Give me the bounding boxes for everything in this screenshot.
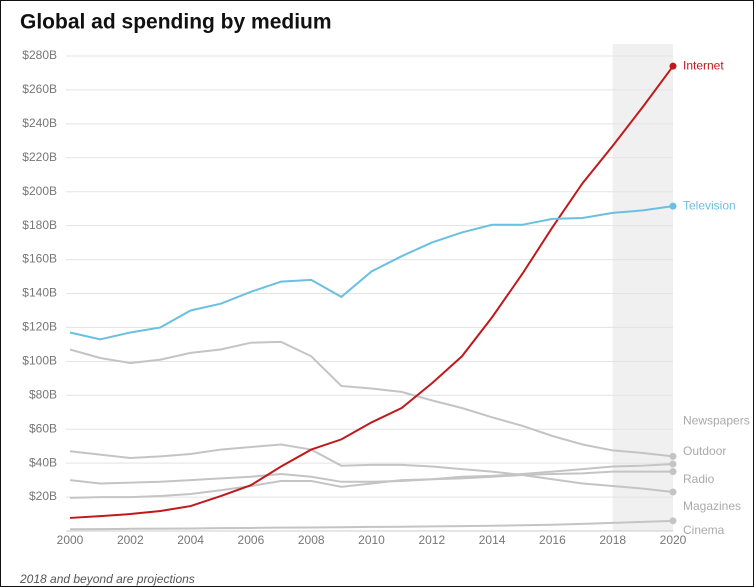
y-tick-label: $20B bbox=[29, 489, 57, 503]
end-point bbox=[669, 202, 677, 210]
series-label: Radio bbox=[683, 472, 715, 486]
y-tick-label: $100B bbox=[22, 354, 57, 368]
y-tick-label: $220B bbox=[22, 150, 57, 164]
y-tick-label: $180B bbox=[22, 218, 57, 232]
series-line bbox=[69, 462, 674, 499]
x-tick-label: 2002 bbox=[117, 533, 144, 547]
y-tick-label: $140B bbox=[22, 286, 57, 300]
series-line bbox=[69, 205, 674, 341]
series-label: Newspapers bbox=[683, 414, 750, 428]
x-tick-label: 2016 bbox=[539, 533, 566, 547]
x-tick-label: 2018 bbox=[599, 533, 626, 547]
series-line bbox=[69, 470, 673, 485]
end-point bbox=[669, 517, 677, 525]
series-line bbox=[69, 65, 674, 519]
background bbox=[66, 44, 674, 532]
y-tick-label: $80B bbox=[29, 387, 57, 401]
series-label: Internet bbox=[683, 58, 724, 72]
end-point bbox=[669, 468, 677, 476]
x-tick-label: 2010 bbox=[358, 533, 385, 547]
y-tick-label: $200B bbox=[22, 184, 57, 198]
y-tick-label: $120B bbox=[22, 320, 57, 334]
series-line bbox=[69, 340, 674, 458]
series-label: Outdoor bbox=[683, 444, 726, 458]
x-tick-label: 2020 bbox=[660, 533, 687, 547]
end-point bbox=[669, 62, 677, 70]
end-point bbox=[669, 488, 677, 496]
y-tick-label: $40B bbox=[29, 455, 57, 469]
chart-title: Global ad spending by medium bbox=[20, 11, 332, 34]
x-tick-label: 2008 bbox=[298, 533, 325, 547]
y-tick-label: $260B bbox=[22, 82, 57, 96]
series-line bbox=[69, 519, 674, 531]
series-label: Television bbox=[683, 198, 736, 212]
x-tick-label: 2012 bbox=[418, 533, 445, 547]
series-label: Cinema bbox=[683, 523, 725, 537]
x-tick-label: 2000 bbox=[57, 533, 84, 547]
y-tick-label: $60B bbox=[29, 421, 57, 435]
series-label: Magazines bbox=[683, 499, 741, 513]
x-tick-label: 2014 bbox=[479, 533, 506, 547]
x-tick-label: 2004 bbox=[177, 533, 204, 547]
end-point bbox=[669, 460, 677, 468]
y-tick-label: $160B bbox=[22, 252, 57, 266]
note: 2018 and beyond are projections bbox=[19, 572, 195, 586]
end-point bbox=[669, 452, 677, 460]
projection-band bbox=[612, 44, 673, 531]
x-tick-label: 2006 bbox=[238, 533, 265, 547]
y-tick-label: $240B bbox=[22, 116, 57, 130]
series-line bbox=[69, 443, 674, 493]
y-tick-label: $280B bbox=[22, 48, 57, 62]
